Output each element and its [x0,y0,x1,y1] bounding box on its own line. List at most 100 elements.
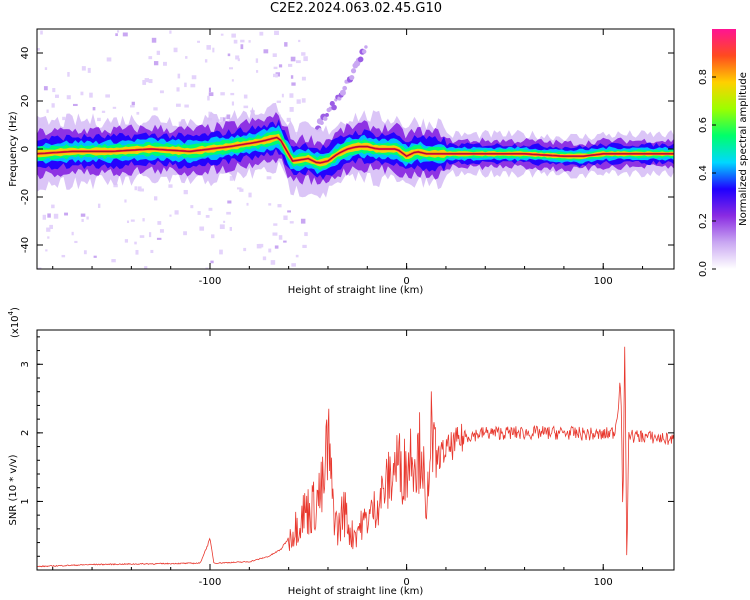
ridge-centerline [37,137,674,164]
y-axis-label-top: Frequency (Hz) [8,111,19,187]
noise-speckle [185,56,188,59]
noise-speckle [223,220,226,223]
x-tick-label-top: 0 [403,276,409,287]
noise-speckle [72,103,78,107]
noise-speckle [156,237,162,240]
noise-speckle [256,70,259,73]
noise-speckle [46,227,51,232]
y-tick-label-top: -20 [20,189,31,205]
noise-speckle [67,71,70,77]
noise-speckle [53,213,59,219]
noise-speckle [183,189,188,195]
noise-speckle [291,263,296,267]
noise-speckle [157,221,162,225]
noise-speckle [206,45,211,50]
multiplier-base: (x10 [10,315,21,338]
noise-speckle [300,218,306,224]
noise-speckle [229,226,232,231]
noise-speckle [243,105,249,109]
y-tick-label-top: 20 [20,95,31,108]
noise-speckle [49,224,53,229]
noise-speckle [289,107,294,112]
noise-speckle [105,94,110,98]
noise-speckle [184,82,187,88]
noise-speckle [223,117,226,123]
branch-mark [342,85,348,91]
y-axis-label-bottom: SNR (10 * v/v) [8,454,19,525]
noise-speckle [276,100,281,103]
noise-speckle [204,59,208,63]
noise-speckle [175,103,181,107]
noise-speckle [151,37,157,43]
noise-speckle [205,215,210,218]
noise-speckle [159,90,164,94]
branch-mark [339,89,346,96]
noise-speckle [150,249,154,254]
noise-speckle [266,176,272,180]
noise-speckle [51,103,55,108]
noise-speckle [235,55,240,60]
noise-speckle [156,50,161,55]
noise-speckle [259,31,264,36]
noise-speckle [275,73,278,78]
noise-speckle [239,188,244,192]
noise-speckle [268,203,272,206]
noise-speckle [142,79,147,85]
noise-speckle [153,61,159,66]
noise-speckle [270,260,276,265]
branch-mark [349,74,355,81]
noise-speckle [130,219,135,222]
y-tick-label-bottom: 1 [20,498,31,504]
noise-speckle [289,93,294,98]
noise-speckle [47,236,50,239]
noise-speckle [281,93,284,98]
noise-speckle [301,98,306,103]
noise-speckle [89,92,93,98]
noise-speckle [248,192,252,198]
noise-speckle [106,57,112,62]
x-axis-label-bottom: Height of straight line (km) [288,586,424,597]
snr-series-line [37,346,674,568]
noise-speckle [207,95,210,101]
noise-speckle [190,83,196,88]
noise-speckle [47,213,51,218]
noise-speckle [220,33,224,36]
branch-mark [361,49,367,54]
noise-speckle [61,254,66,258]
noise-speckle [148,79,153,84]
noise-speckle [248,40,251,43]
colorbar-tick-label: 0.0 [698,261,709,277]
noise-speckle [55,94,59,98]
noise-speckle [233,39,238,44]
noise-speckle [134,186,138,191]
noise-speckle [87,67,91,73]
x-tick-label-bottom: 100 [594,577,613,588]
noise-speckle [116,30,120,33]
noise-speckle [229,175,234,181]
noise-speckle [278,235,283,240]
noise-speckle [101,110,106,113]
x-tick-label-top: -100 [199,276,222,287]
noise-speckle [301,52,306,56]
noise-speckle [124,199,127,203]
branch-mark [319,120,324,126]
noise-speckle [220,117,225,122]
colorbar-label: Normalized spectral amplitude [738,72,749,226]
colorbar [712,29,736,269]
noise-speckle [148,56,153,60]
noise-speckle [291,82,296,86]
plot-frame-bottom [36,329,675,571]
noise-speckle [284,42,288,47]
noise-speckle [131,101,135,106]
noise-speckle [296,99,301,104]
noise-speckle [263,49,269,54]
noise-speckle [243,94,248,99]
noise-speckle [199,226,205,231]
noise-speckle [81,66,86,71]
noise-speckle [237,58,240,62]
noise-speckle [92,107,96,111]
noise-speckle [231,33,236,38]
noise-speckle [287,210,291,213]
noise-speckle [231,101,235,106]
noise-speckle [272,53,277,57]
